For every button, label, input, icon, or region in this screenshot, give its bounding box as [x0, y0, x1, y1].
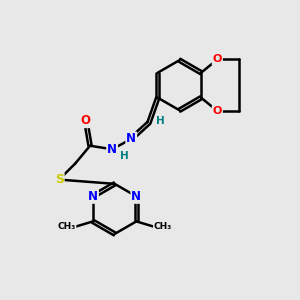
Text: CH₃: CH₃	[57, 222, 76, 231]
Text: N: N	[131, 190, 141, 203]
Text: O: O	[213, 55, 222, 64]
Text: N: N	[88, 190, 98, 203]
Text: H: H	[120, 151, 129, 161]
Text: N: N	[107, 143, 117, 156]
Text: N: N	[126, 133, 136, 146]
Text: O: O	[213, 106, 222, 116]
Text: CH₃: CH₃	[154, 222, 172, 231]
Text: H: H	[156, 116, 164, 126]
Text: S: S	[55, 173, 64, 186]
Text: O: O	[80, 114, 90, 127]
